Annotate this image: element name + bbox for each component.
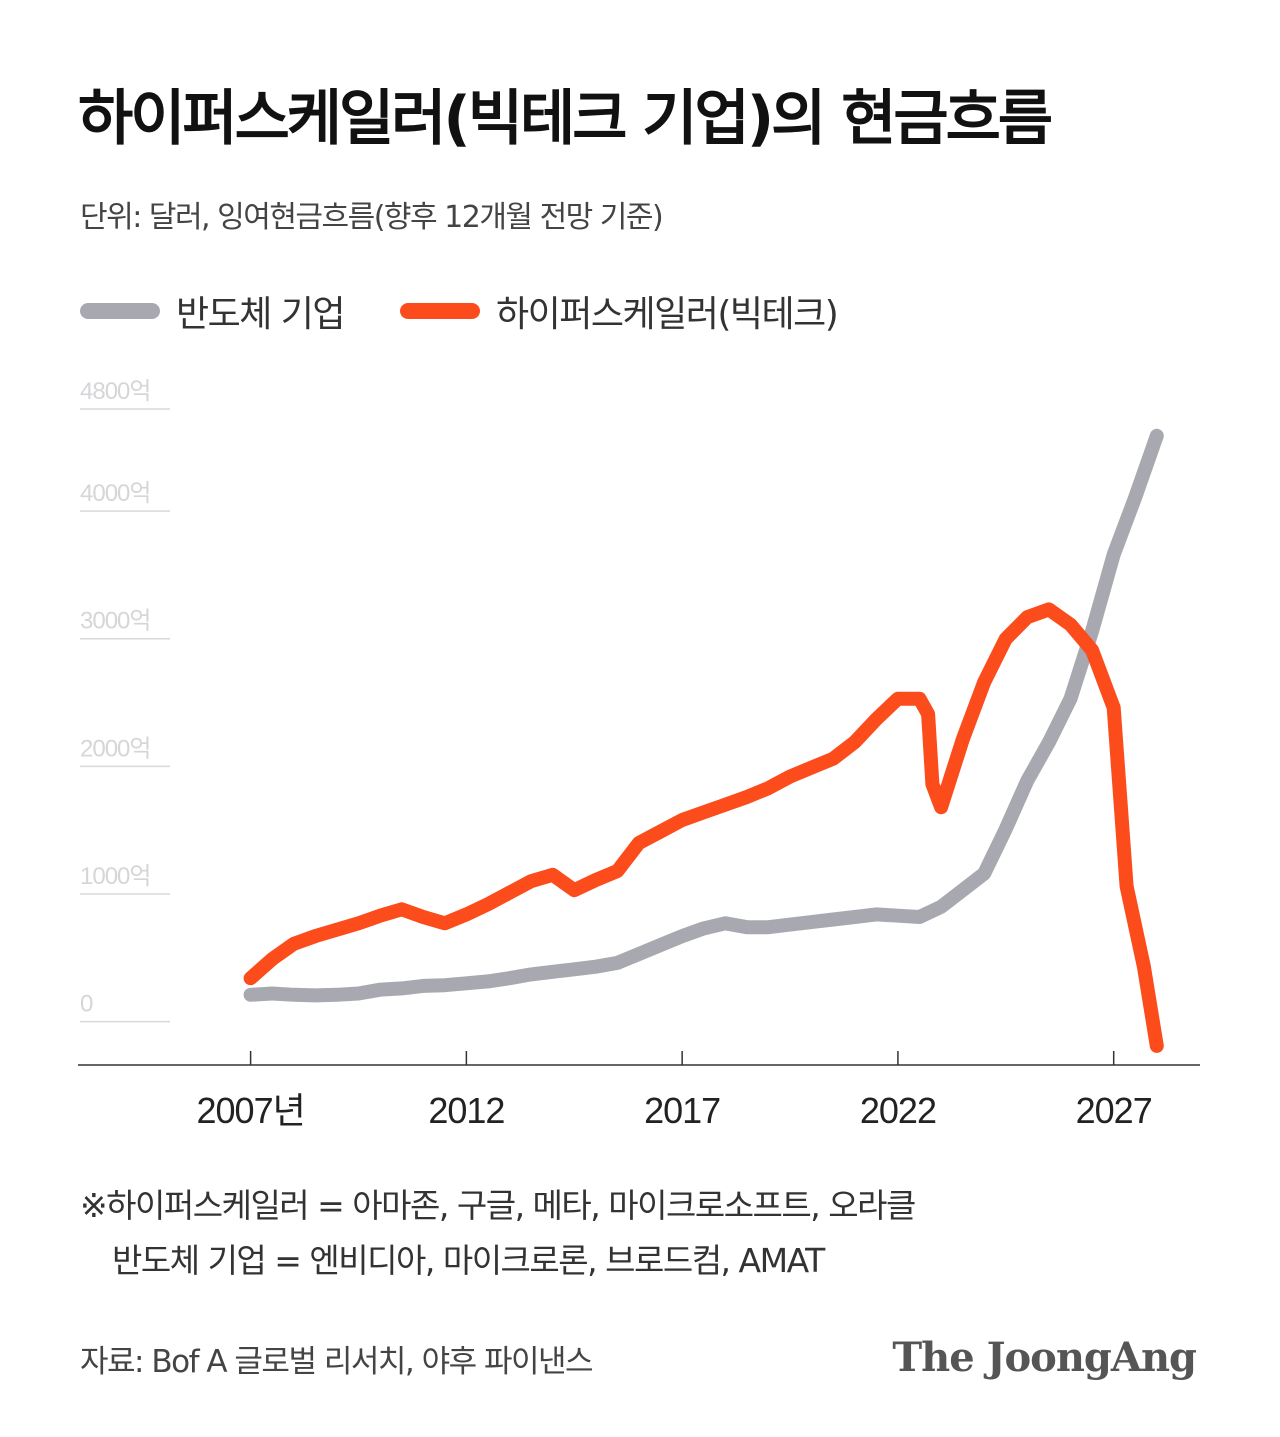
legend-item-semiconductor: 반도체 기업 [80,285,346,337]
footnote-line-1: ※하이퍼스케일러 = 아마존, 구글, 메타, 마이크로소프트, 오라클 [80,1186,916,1225]
legend-swatch-semiconductor [80,303,160,319]
series-line-hyperscaler [243,602,1164,1053]
footnote-line-2: 반도체 기업 = 엔비디아, 마이크로론, 브로드컴, AMAT [112,1241,825,1280]
x-tick-label: 2007년 [197,1090,305,1131]
chart-subtitle: 단위: 달러, 잉여현금흐름(향후 12개월 전망 기준) [80,200,664,235]
legend-swatch-hyperscaler [400,303,481,319]
legend-label-hyperscaler: 하이퍼스케일러(빅테크) [496,294,839,335]
y-tick-label: 4800억 [80,378,150,405]
y-tick-label: 3000억 [80,608,150,635]
y-tick-label: 2000억 [80,735,150,762]
x-tick-label: 2017 [644,1090,720,1131]
series-line-semiconductor [243,428,1164,1003]
y-tick-label: 4000억 [80,480,150,507]
chart-legend: 반도체 기업 하이퍼스케일러(빅테크) [80,285,893,337]
x-tick-label: 2012 [428,1090,504,1131]
legend-item-hyperscaler: 하이퍼스케일러(빅테크) [400,285,839,337]
y-tick-label: 0 [80,991,93,1018]
y-tick-label: 1000억 [80,863,150,890]
footnote: ※하이퍼스케일러 = 아마존, 구글, 메타, 마이크로소프트, 오라클 반도체… [80,1178,916,1288]
legend-label-semiconductor: 반도체 기업 [176,294,346,335]
x-tick-label: 2022 [860,1090,936,1131]
source-text: 자료: Bof A 글로벌 리서치, 야후 파이낸스 [80,1344,594,1380]
publisher-logo: The JoongAng [892,1334,1197,1381]
x-tick-label: 2027 [1076,1090,1152,1131]
chart-title: 하이퍼스케일러(빅테크 기업)의 현금흐름 [78,84,1053,154]
